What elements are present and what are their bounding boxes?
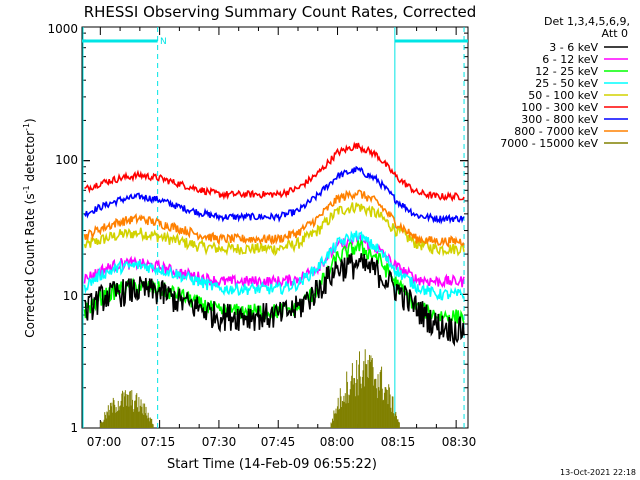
legend-header-line-1: Det 1,3,4,5,6,9, <box>544 15 630 28</box>
legend-label: 7000 - 15000 keV <box>500 137 598 150</box>
x-tick-label-0815: 08:15 <box>381 435 416 449</box>
y-axis-label: Corrected Count Rate (s-1 detector-1) <box>22 118 37 337</box>
timestamp: 13-Oct-2021 22:18 <box>560 468 636 477</box>
series-line-3 <box>83 230 465 301</box>
chart-title: RHESSI Observing Summary Count Rates, Co… <box>84 3 477 21</box>
x-tick-label-0830: 08:30 <box>442 435 477 449</box>
series-line-0 <box>83 253 465 347</box>
night-markers <box>82 27 468 428</box>
plot-frame <box>81 26 469 429</box>
series-line-7 <box>83 189 465 248</box>
x-tick-label-0800: 08:00 <box>320 435 355 449</box>
legend-label: 6 - 12 keV <box>542 53 598 66</box>
legend-label: 12 - 25 keV <box>535 65 598 78</box>
series-line-4 <box>83 202 465 257</box>
legend-label: 800 - 7000 keV <box>514 125 598 138</box>
x-tick-label-0700: 07:00 <box>87 435 122 449</box>
x-tick-label-0730: 07:30 <box>202 435 237 449</box>
x-tick-label-0715: 07:15 <box>141 435 176 449</box>
legend-label: 300 - 800 keV <box>521 113 598 126</box>
y-tick-label-10: 10 <box>63 289 78 303</box>
night-flag-label: N <box>160 37 167 47</box>
series-line-6 <box>83 165 465 225</box>
series-layer <box>83 141 465 428</box>
legend-header-line-2: Att 0 <box>602 27 628 40</box>
legend-label: 3 - 6 keV <box>549 41 598 54</box>
y-tick-label-1: 1 <box>70 421 78 435</box>
legend-label: 25 - 50 keV <box>535 77 598 90</box>
legend-label: 50 - 100 keV <box>528 89 598 102</box>
series-line-5 <box>84 141 465 203</box>
legend-label: 100 - 300 keV <box>521 101 598 114</box>
axis-ticks <box>82 26 468 429</box>
y-tick-label-100: 100 <box>55 153 78 167</box>
x-tick-label-0745: 07:45 <box>261 435 296 449</box>
x-axis-label: Start Time (14-Feb-09 06:55:22) <box>167 457 377 472</box>
y-tick-label-1000: 1000 <box>47 22 78 36</box>
